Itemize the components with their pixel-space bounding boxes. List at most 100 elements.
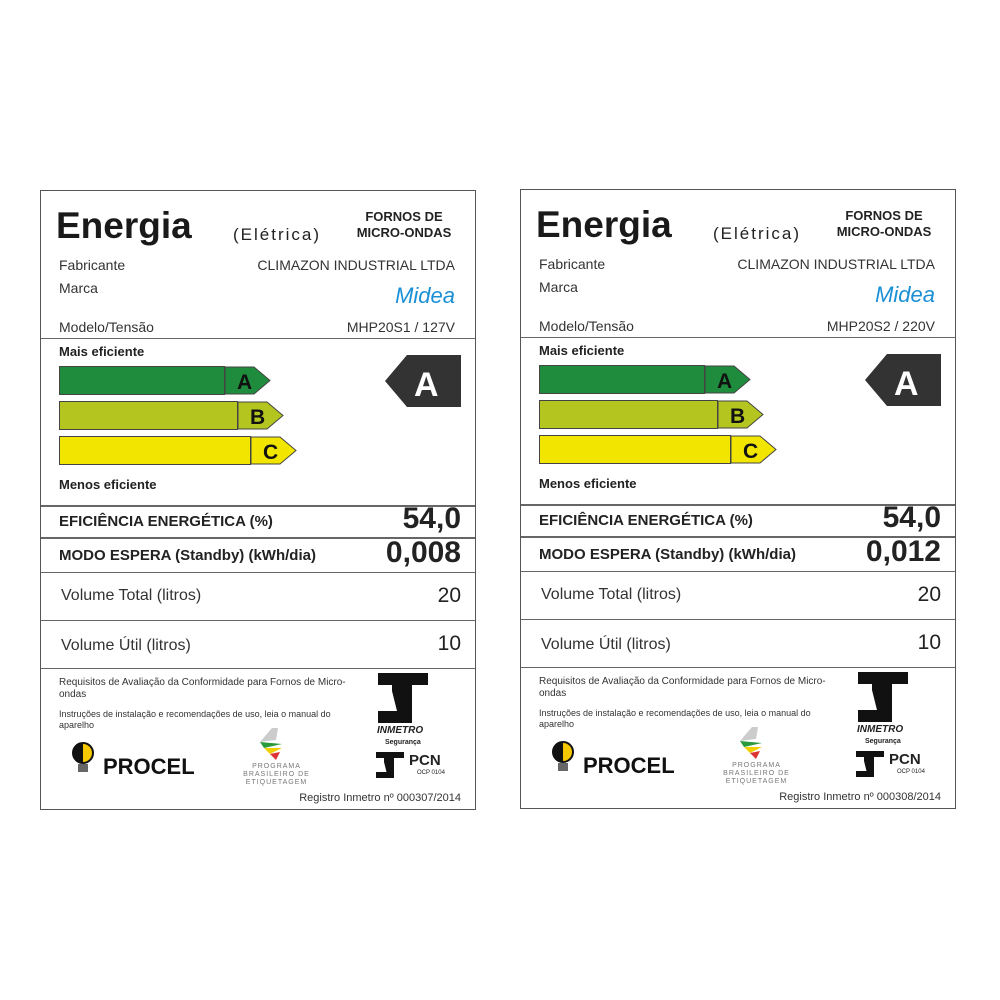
- divider: [521, 571, 955, 572]
- registro-text: Registro Inmetro nº 000308/2014: [779, 791, 941, 803]
- arrow-c: C: [250, 436, 297, 465]
- class-b-letter: B: [250, 406, 265, 429]
- modelo-label: Modelo/Tensão: [539, 318, 634, 334]
- registro-text: Registro Inmetro nº 000307/2014: [299, 792, 461, 804]
- midea-logo: Midea: [875, 282, 935, 307]
- ocp-text: OCP 0104: [897, 769, 925, 775]
- fabricante-label: Fabricante: [59, 257, 126, 273]
- divider: [521, 504, 955, 506]
- energy-label-2: Energia (Elétrica) FORNOS DE MICRO-ONDAS…: [520, 189, 956, 809]
- bar-c: [59, 436, 251, 465]
- pbe-text: PROGRAMA BRASILEIRO DE ETIQUETAGEM: [243, 763, 310, 786]
- requisitos-text: Requisitos de Avaliação da Conformidade …: [539, 676, 826, 699]
- divider: [41, 338, 475, 339]
- divider: [521, 536, 955, 538]
- bar-a: [539, 365, 705, 394]
- pbe-text: PROGRAMA BRASILEIRO DE ETIQUETAGEM: [723, 762, 790, 785]
- modelo-value: MHP20S2 / 220V: [826, 318, 935, 334]
- divider: [521, 619, 955, 620]
- fabricante-label: Fabricante: [539, 256, 606, 272]
- modelo-value: MHP20S1 / 127V: [346, 319, 455, 335]
- standby-value: 0,008: [385, 536, 461, 569]
- marca-label: Marca: [59, 280, 98, 296]
- class-a-letter: A: [717, 370, 732, 393]
- mais-eficiente: Mais eficiente: [539, 343, 625, 358]
- instrucoes-text: Instruções de instalação e recomendações…: [539, 708, 811, 729]
- label-subtitle: (Elétrica): [233, 225, 322, 244]
- pcn-logo-icon: [856, 751, 884, 777]
- arrow-b: B: [717, 400, 764, 429]
- seguranca-text: Segurança: [385, 739, 421, 746]
- class-c-letter: C: [263, 441, 278, 464]
- pcn-logo-icon: [376, 752, 404, 778]
- procel-logo: PROCEL: [103, 754, 195, 779]
- pcn-text: PCN: [409, 752, 441, 769]
- volume-total-label: Volume Total (litros): [61, 587, 202, 604]
- label-title: Energia: [56, 205, 192, 246]
- rating-letter: A: [894, 365, 919, 403]
- inmetro-logo-icon: [378, 673, 428, 723]
- product-category: FORNOS DE MICRO-ONDAS: [356, 209, 452, 240]
- divider: [41, 620, 475, 621]
- divider: [521, 337, 955, 338]
- inmetro-text: INMETRO: [377, 725, 424, 736]
- rating-badge: A: [865, 354, 941, 406]
- requisitos-text: Requisitos de Avaliação da Conformidade …: [59, 677, 346, 700]
- midea-logo: Midea: [395, 283, 455, 308]
- standby-label: MODO ESPERA (Standby) (kWh/dia): [539, 546, 796, 563]
- eficiencia-label: EFICIÊNCIA ENERGÉTICA (%): [59, 513, 273, 530]
- seguranca-text: Segurança: [865, 738, 901, 745]
- menos-eficiente: Menos eficiente: [59, 477, 157, 492]
- class-c-letter: C: [743, 440, 758, 463]
- inmetro-logo-icon: [858, 672, 908, 722]
- fabricante-value: CLIMAZON INDUSTRIAL LTDA: [257, 257, 455, 273]
- pbe-logo-icon: [260, 728, 282, 760]
- procel-bulb-icon: [552, 741, 574, 771]
- volume-util-label: Volume Útil (litros): [541, 636, 671, 653]
- volume-util-value: 10: [437, 632, 461, 655]
- procel-logo: PROCEL: [583, 753, 675, 778]
- divider: [41, 668, 475, 669]
- arrow-b: B: [237, 401, 284, 430]
- ocp-text: OCP 0104: [417, 770, 445, 776]
- energy-label-1: Energia (Elétrica) FORNOS DE MICRO-ONDAS…: [40, 190, 476, 810]
- product-category: FORNOS DE MICRO-ONDAS: [836, 208, 932, 239]
- eficiencia-value: 54,0: [882, 501, 941, 534]
- rating-badge: A: [385, 355, 461, 407]
- label-title: Energia: [536, 204, 672, 245]
- volume-util-value: 10: [917, 631, 941, 654]
- arrow-c: C: [730, 435, 777, 464]
- arrow-a: A: [704, 365, 751, 394]
- volume-total-value: 20: [437, 584, 461, 607]
- fabricante-value: CLIMAZON INDUSTRIAL LTDA: [737, 256, 935, 272]
- pcn-text: PCN: [889, 751, 921, 768]
- divider: [41, 505, 475, 507]
- label-subtitle: (Elétrica): [713, 224, 802, 243]
- standby-label: MODO ESPERA (Standby) (kWh/dia): [59, 547, 316, 564]
- eficiencia-label: EFICIÊNCIA ENERGÉTICA (%): [539, 512, 753, 529]
- bar-a: [59, 366, 225, 395]
- inmetro-text: INMETRO: [857, 724, 904, 735]
- class-a-letter: A: [237, 371, 252, 394]
- arrow-a: A: [224, 366, 271, 395]
- procel-bulb-icon: [72, 742, 94, 772]
- rating-letter: A: [414, 366, 439, 404]
- bar-c: [539, 435, 731, 464]
- marca-label: Marca: [539, 279, 578, 295]
- bar-b: [59, 401, 238, 430]
- volume-util-label: Volume Útil (litros): [61, 637, 191, 654]
- volume-total-label: Volume Total (litros): [541, 586, 682, 603]
- pbe-logo-icon: [740, 727, 762, 759]
- divider: [41, 572, 475, 573]
- modelo-label: Modelo/Tensão: [59, 319, 154, 335]
- instrucoes-text: Instruções de instalação e recomendações…: [59, 709, 331, 730]
- menos-eficiente: Menos eficiente: [539, 476, 637, 491]
- eficiencia-value: 54,0: [402, 502, 461, 535]
- volume-total-value: 20: [917, 583, 941, 606]
- bar-b: [539, 400, 718, 429]
- mais-eficiente: Mais eficiente: [59, 344, 145, 359]
- standby-value: 0,012: [865, 535, 941, 568]
- class-b-letter: B: [730, 405, 745, 428]
- divider: [41, 537, 475, 539]
- divider: [521, 667, 955, 668]
